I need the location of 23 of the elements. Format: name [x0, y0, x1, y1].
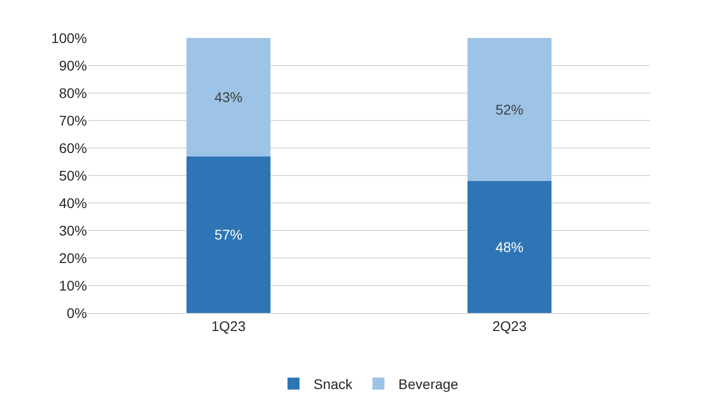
y-tick-label: 40% [58, 194, 87, 211]
data-label: 48% [495, 239, 524, 255]
data-label: 52% [495, 102, 524, 118]
y-tick-label: 30% [58, 222, 87, 238]
bar [467, 181, 552, 313]
y-tick-label: 70% [58, 112, 87, 128]
bar [186, 156, 271, 313]
y-tick-label: 100% [51, 30, 87, 46]
y-tick-label: 80% [58, 84, 87, 101]
y-tick-label: 10% [58, 277, 87, 294]
bar [186, 38, 271, 156]
y-tick-label: 20% [58, 250, 87, 266]
x-tick-label: 2Q23 [492, 318, 527, 334]
bar [467, 38, 552, 181]
legend-label: Snack [314, 376, 354, 392]
y-tick-label: 0% [66, 304, 87, 321]
legend-label: Beverage [398, 376, 459, 392]
y-tick-label: 90% [58, 57, 87, 74]
x-tick-label: 1Q23 [211, 318, 246, 334]
y-tick-label: 50% [58, 167, 87, 184]
y-tick-label: 60% [58, 140, 87, 156]
data-label: 57% [214, 226, 243, 243]
data-label: 43% [214, 89, 243, 106]
